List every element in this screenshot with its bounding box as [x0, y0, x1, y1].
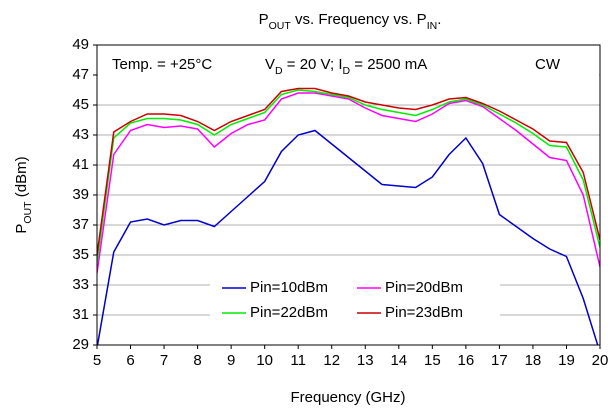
- x-tick-label: 15: [424, 352, 441, 369]
- x-tick-label: 11: [290, 352, 306, 369]
- x-tick-label: 13: [357, 352, 374, 369]
- y-tick-label: 29: [72, 336, 89, 353]
- x-tick-label: 14: [390, 352, 407, 369]
- y-tick-label: 39: [72, 186, 89, 203]
- text-part: P: [259, 11, 269, 28]
- subscript: IN: [427, 20, 438, 32]
- text-part: V: [265, 56, 275, 73]
- subscript: OUT: [269, 20, 292, 32]
- legend-label: Pin=20dBm: [385, 279, 463, 296]
- text-part: (dBm): [13, 156, 30, 201]
- y-tick-label: 31: [72, 306, 89, 323]
- text-part: = 2500 mA: [350, 56, 427, 73]
- y-tick-label: 47: [72, 66, 89, 83]
- plot-frame: [96, 44, 601, 346]
- series-line: [97, 92, 600, 274]
- legend-box: [210, 274, 500, 328]
- series-line: [97, 89, 600, 263]
- x-tick-label: 20: [592, 352, 609, 369]
- y-tick-label: 37: [72, 216, 89, 233]
- text-part: .: [437, 11, 441, 28]
- legend-label: Pin=23dBm: [385, 304, 463, 321]
- subscript: OUT: [22, 201, 34, 224]
- x-axis-label: Frequency (GHz): [290, 389, 405, 406]
- x-tick-label: 12: [323, 352, 340, 369]
- subscript: D: [343, 65, 351, 77]
- annotation: CW: [535, 56, 561, 73]
- y-axis-label: POUT (dBm): [13, 156, 34, 233]
- series-line: [97, 87, 600, 256]
- y-tick-label: 49: [72, 36, 89, 53]
- y-tick-label: 45: [72, 96, 89, 113]
- chart-title: POUT vs. Frequency vs. PIN.: [259, 11, 442, 32]
- legend-label: Pin=10dBm: [250, 279, 328, 296]
- y-tick-label: 43: [72, 126, 89, 143]
- text-part: = 20 V; I: [283, 56, 343, 73]
- y-tick-label: 41: [72, 156, 89, 173]
- text-part: Temp. = +25°C: [112, 56, 212, 73]
- text-part: CW: [535, 56, 561, 73]
- legend-label: Pin=22dBm: [250, 304, 328, 321]
- x-tick-label: 7: [160, 352, 168, 369]
- x-tick-label: 8: [193, 352, 201, 369]
- y-tick-label: 33: [72, 276, 89, 293]
- annotation: VD = 20 V; ID = 2500 mA: [265, 56, 427, 77]
- subscript: D: [275, 65, 283, 77]
- x-tick-label: 19: [558, 352, 575, 369]
- annotation-box: [98, 50, 599, 80]
- x-tick-label: 17: [491, 352, 508, 369]
- legend: Pin=10dBm Pin=20dBm Pin=22dBm Pin=23dBm: [210, 274, 500, 328]
- y-tick-label: 35: [72, 246, 89, 263]
- x-tick-label: 6: [126, 352, 134, 369]
- x-tick-label: 9: [227, 352, 235, 369]
- annotation: Temp. = +25°C: [112, 56, 212, 73]
- x-tick-label: 5: [93, 352, 101, 369]
- text-part: P: [13, 224, 30, 234]
- text-part: vs. Frequency vs. P: [291, 11, 427, 28]
- series-line: [97, 129, 599, 345]
- x-tick-label: 10: [256, 352, 273, 369]
- x-tick-label: 16: [458, 352, 475, 369]
- x-tick-label: 18: [525, 352, 542, 369]
- series-group: [97, 87, 600, 345]
